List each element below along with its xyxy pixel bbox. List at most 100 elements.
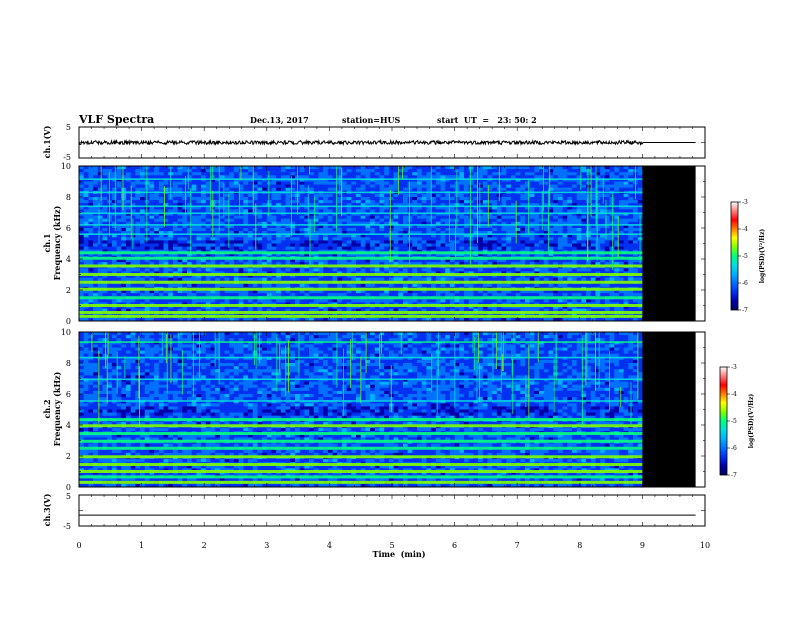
spectrogram-cell	[323, 268, 328, 272]
spectrogram-cell	[563, 172, 568, 176]
spectrogram-cell	[272, 175, 277, 179]
spectrogram-cell	[633, 247, 638, 251]
spectrogram-cell	[182, 284, 187, 288]
spectrogram-cell	[234, 228, 239, 232]
spectrogram-cell	[563, 197, 568, 201]
spectrogram-cell	[610, 169, 615, 173]
spectrogram-cell	[93, 240, 98, 244]
spectrogram-cell	[492, 175, 497, 179]
spectrogram-cell	[563, 278, 568, 282]
spectrogram-cell	[300, 172, 305, 176]
spectrogram-cell	[534, 200, 539, 204]
spectrogram-cell	[361, 228, 366, 232]
spectrogram-cell	[436, 237, 441, 241]
spectrogram-cell	[567, 172, 572, 176]
spectrogram-cell	[426, 182, 431, 186]
spectrogram-cell	[178, 247, 183, 251]
spectrogram-cell	[112, 216, 117, 220]
spectrogram-cell	[328, 185, 333, 189]
spectrogram-cell	[436, 188, 441, 192]
spectrogram-cell	[544, 197, 549, 201]
spectrogram-cell	[520, 244, 525, 248]
spectrogram-cell	[159, 185, 164, 189]
spectrogram-cell	[276, 237, 281, 241]
spectrogram-cell	[558, 244, 563, 248]
spectrogram-cell	[206, 188, 211, 192]
spectrogram-cell	[112, 284, 117, 288]
spectrogram-cell	[318, 175, 323, 179]
spectrogram-cell	[253, 228, 258, 232]
spectrogram-cell	[445, 182, 450, 186]
spectrogram-cell	[436, 185, 441, 189]
spectrogram-cell	[417, 216, 422, 220]
spectrogram-cell	[605, 278, 610, 282]
spectrogram-cell	[581, 166, 586, 170]
spectrogram-cell	[431, 182, 436, 186]
spectrogram-cell	[267, 268, 272, 272]
spectrogram-cell	[182, 237, 187, 241]
spectrogram-cell	[375, 169, 380, 173]
spectrogram-cell	[117, 166, 122, 170]
spectrogram-cell	[619, 169, 624, 173]
spectrogram-cell	[154, 278, 159, 282]
spectrogram-cell	[248, 244, 253, 248]
spectrogram-cell	[610, 240, 615, 244]
spectrogram-cell	[492, 278, 497, 282]
spectrogram-cell	[272, 172, 277, 176]
spectrogram-cell	[520, 166, 525, 170]
spectrogram-cell	[403, 247, 408, 251]
spectrogram-cell	[276, 278, 281, 282]
spectrogram-cell	[558, 247, 563, 251]
spectrogram-cell	[553, 188, 558, 192]
spectrogram-cell	[567, 209, 572, 213]
spectrogram-cell	[314, 240, 319, 244]
spectrogram-cell	[511, 197, 516, 201]
spectrogram-cell	[379, 166, 384, 170]
spectrogram-cell	[323, 278, 328, 282]
spectrogram-cell	[389, 172, 394, 176]
spectrogram-cell	[262, 228, 267, 232]
spectrogram-cell	[624, 185, 629, 189]
spectrogram-cell	[534, 185, 539, 189]
spectrogram-cell	[314, 175, 319, 179]
spectrogram-cell	[610, 228, 615, 232]
spectrogram-cell	[624, 278, 629, 282]
spectrogram-cell	[333, 284, 338, 288]
spectrogram-cell	[633, 216, 638, 220]
spectrogram-cell	[506, 268, 511, 272]
spectrogram-cell	[149, 216, 154, 220]
spectrogram-cell	[131, 172, 136, 176]
spectrogram-cell	[168, 268, 173, 272]
spectrogram-cell	[534, 175, 539, 179]
spectrogram-cell	[394, 209, 399, 213]
spectrogram-cell	[286, 237, 291, 241]
spectrogram-cell	[281, 182, 286, 186]
spectrogram-cell	[567, 244, 572, 248]
spectrogram-cell	[450, 185, 455, 189]
date-label: Dec.13, 2017	[250, 115, 309, 125]
spectrogram-cell	[365, 216, 370, 220]
spectrogram-cell	[314, 237, 319, 241]
spectrogram-cell	[431, 278, 436, 282]
spectrogram-cell	[347, 169, 352, 173]
spectrogram-cell	[633, 228, 638, 232]
spectrogram-cell	[403, 284, 408, 288]
spectrogram-cell	[192, 216, 197, 220]
spectrogram-cell	[464, 175, 469, 179]
spectrogram-cell	[558, 278, 563, 282]
spectrogram-cell	[525, 185, 530, 189]
spectrogram-cell	[98, 247, 103, 251]
spectrogram-cell	[234, 185, 239, 189]
spectrogram-cell	[333, 268, 338, 272]
spectrogram-cell	[586, 166, 591, 170]
spectrogram-cell	[323, 244, 328, 248]
spectrogram-cell	[638, 197, 643, 201]
spectrogram-cell	[563, 237, 568, 241]
spectrogram-cell	[117, 284, 122, 288]
spectrogram-cell	[281, 166, 286, 170]
spectrogram-cell	[389, 247, 394, 251]
spectrogram-cell	[210, 247, 215, 251]
spectrogram-cell	[173, 219, 178, 223]
spectrogram-cell	[135, 172, 140, 176]
spectrogram-cell	[318, 197, 323, 201]
